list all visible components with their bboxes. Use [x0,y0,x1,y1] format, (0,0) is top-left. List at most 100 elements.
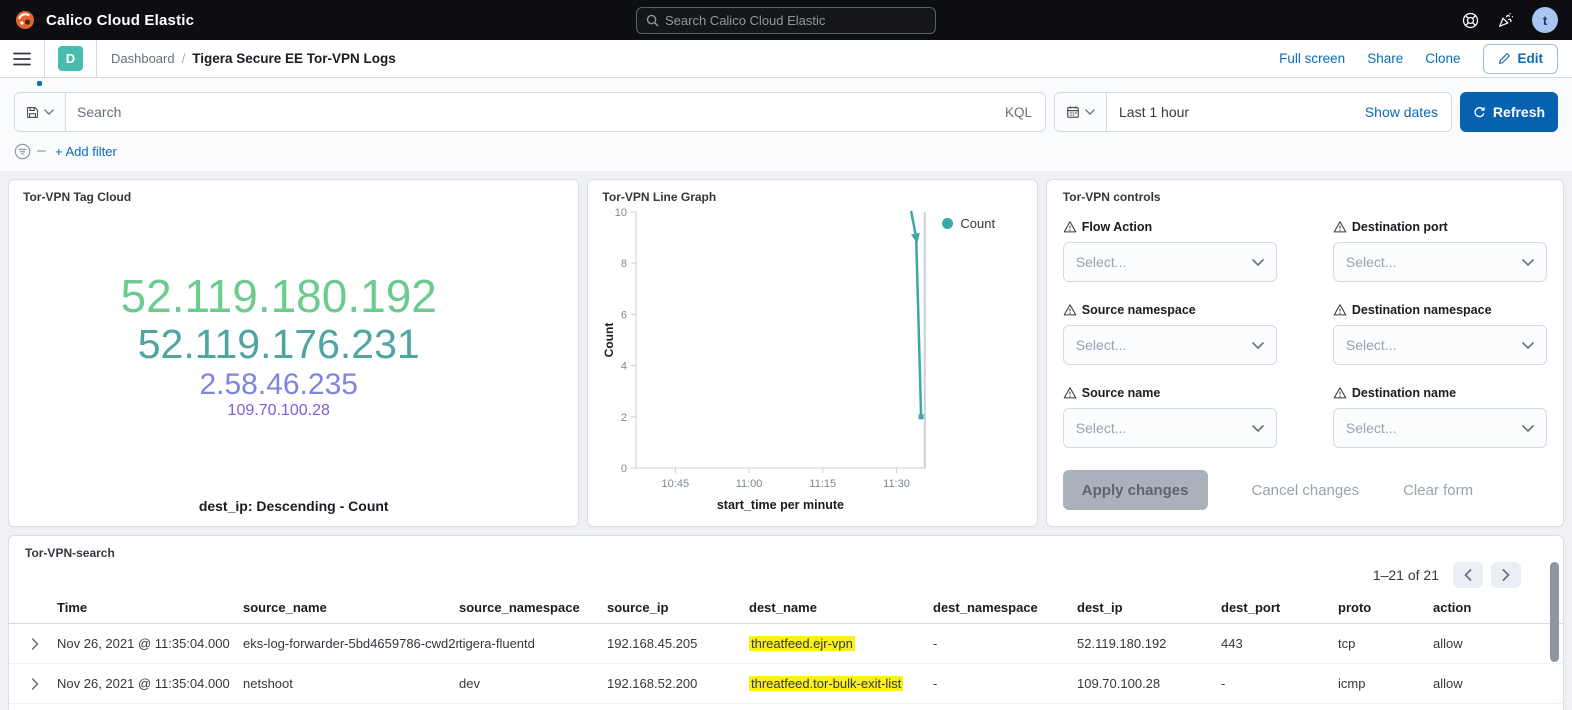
tag-cloud-tags: 52.119.180.19252.119.176.2312.58.46.2351… [9,224,548,466]
tag-cloud-tag[interactable]: 52.119.180.192 [121,271,437,323]
control-field-label: Source namespace [1063,303,1277,317]
controls-panel: Tor-VPN controls Flow ActionSelect...Des… [1046,179,1564,527]
chevron-down-icon [1085,109,1095,115]
cell-dest_name: threatfeed.tor-bulk-exit-list [749,676,933,691]
page-title: Tigera Secure EE Tor-VPN Logs [192,51,396,66]
global-search-input[interactable] [665,13,926,28]
add-filter-button[interactable]: + Add filter [55,144,117,159]
column-header: source_name [243,600,459,615]
dashboard-badge[interactable]: D [45,40,97,77]
svg-text:10: 10 [615,207,627,219]
column-header: dest_namespace [933,600,1077,615]
svg-text:0: 0 [621,463,627,475]
edit-button[interactable]: Edit [1483,44,1559,74]
warning-icon [1063,220,1077,234]
svg-text:11:15: 11:15 [810,478,837,490]
cell-dest_ip: 109.70.100.28 [1077,676,1221,691]
show-dates-button[interactable]: Show dates [1352,104,1451,120]
svg-text:2: 2 [621,412,627,424]
chevron-down-icon [1522,425,1534,432]
filter-icon[interactable] [14,143,31,160]
user-avatar[interactable]: t [1532,7,1558,33]
legend-dot [942,218,953,229]
help-icon[interactable] [1462,12,1479,29]
clone-button[interactable]: Clone [1425,51,1460,66]
share-button[interactable]: Share [1367,51,1403,66]
search-table-panel: Tor-VPN-search 1–21 of 21 Timesource_nam… [8,535,1564,710]
tag-cloud-footer: dest_ip: Descending - Count [9,498,578,514]
panel-title-controls: Tor-VPN controls [1063,190,1547,204]
pagination-next-button[interactable] [1491,562,1521,588]
loading-indicator [37,81,42,86]
control-field-label: Destination name [1333,386,1547,400]
tag-cloud-tag[interactable]: 2.58.46.235 [199,368,357,402]
chevron-down-icon [1522,259,1534,266]
select-input[interactable]: Select... [1063,325,1277,365]
cell-dest_namespace: - [933,636,1077,651]
query-input-box: KQL [14,92,1046,132]
cell-dest_port: - [1221,676,1338,691]
select-input[interactable]: Select... [1333,325,1547,365]
clear-form-button[interactable]: Clear form [1403,482,1473,499]
apply-changes-button[interactable]: Apply changes [1063,470,1208,510]
query-bar: KQL Last 1 hour Show dates Refresh + Add… [0,78,1572,171]
expand-row-icon[interactable] [9,678,57,690]
highlighted-value: threatfeed.tor-bulk-exit-list [749,676,903,691]
cell-source_ip: 192.168.52.200 [607,676,749,691]
cell-source_ip: 192.168.45.205 [607,636,749,651]
svg-text:11:00: 11:00 [736,478,763,490]
legend-label[interactable]: Count [960,216,995,231]
query-input[interactable] [66,104,992,120]
table-body: Nov 26, 2021 @ 11:35:04.000 eks-log-forwa… [9,624,1563,710]
global-search[interactable] [636,7,936,34]
select-input[interactable]: Select... [1333,242,1547,282]
warning-icon [1333,303,1347,317]
calico-logo [14,9,36,31]
expand-row-icon[interactable] [9,638,57,650]
column-header: source_ip [607,600,749,615]
select-input[interactable]: Select... [1063,242,1277,282]
search-icon [646,14,659,27]
kql-toggle[interactable]: KQL [992,105,1045,120]
cancel-changes-button[interactable]: Cancel changes [1252,482,1360,499]
cell-source_namespace: dev [459,676,607,691]
table-row[interactable]: Nov 26, 2021 @ 11:35:04.000netshootdev19… [9,664,1563,704]
pagination-prev-button[interactable] [1453,562,1483,588]
panel-title-tag-cloud: Tor-VPN Tag Cloud [23,190,564,204]
date-picker-menu[interactable] [1055,93,1107,131]
highlighted-value: threatfeed.ejr-vpn [749,636,855,651]
filter-dash [37,150,46,152]
saved-query-menu[interactable] [15,93,66,131]
time-range-label[interactable]: Last 1 hour [1107,104,1201,120]
column-header: dest_name [749,600,933,615]
table-row[interactable]: Nov 26, 2021 @ 11:34:54.000netshootdev19… [9,704,1563,710]
cell-dest_ip: 52.119.180.192 [1077,636,1221,651]
select-input[interactable]: Select... [1333,408,1547,448]
cell-proto: tcp [1338,636,1433,651]
x-axis-title: start_time per minute [602,498,932,512]
refresh-icon [1473,106,1486,119]
tag-cloud-tag[interactable]: 52.119.176.231 [138,322,420,368]
breadcrumb-dashboard[interactable]: Dashboard [111,51,175,66]
table-row[interactable]: Nov 26, 2021 @ 11:35:04.000eks-log-forwa… [9,624,1563,664]
tag-cloud-tag[interactable]: 109.70.100.28 [228,402,330,420]
table-scrollbar[interactable] [1550,562,1559,662]
chevron-down-icon [44,109,54,115]
cell-source_name: eks-log-forwarder-5bd4659786-cwd2r [243,636,459,651]
control-field: Source namespace Select... [1063,303,1277,365]
refresh-button[interactable]: Refresh [1460,92,1558,132]
whats-new-icon[interactable] [1497,12,1514,29]
full-screen-button[interactable]: Full screen [1279,51,1345,66]
select-input[interactable]: Select... [1063,408,1277,448]
line-chart-svg: 024681010:4511:0011:1511:30Count [602,206,932,498]
svg-text:8: 8 [621,258,627,270]
controls-fields: Flow ActionSelect...Destination portSele… [1063,220,1547,448]
cell-source_name: netshoot [243,676,459,691]
menu-button[interactable] [0,40,45,77]
control-field-label: Source name [1063,386,1277,400]
top-header-bar: Calico Cloud Elastic t [0,0,1572,40]
warning-icon [1063,303,1077,317]
cell-action: allow [1433,676,1563,691]
time-picker: Last 1 hour Show dates [1054,92,1452,132]
cell-time: Nov 26, 2021 @ 11:35:04.000 [57,676,243,691]
